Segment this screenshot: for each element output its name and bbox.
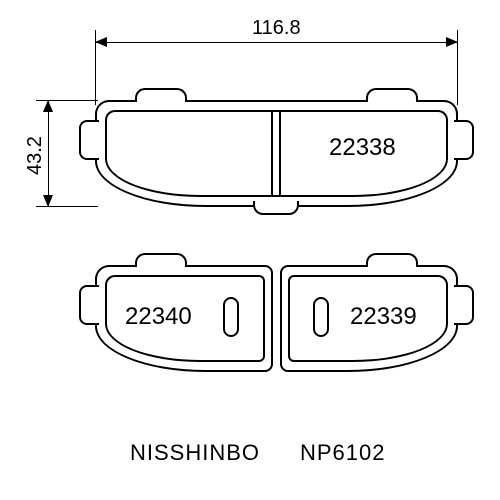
top-pad-inner	[105, 110, 448, 197]
height-dim-line	[48, 100, 49, 207]
bottom-pad: 22340 22339	[95, 265, 458, 372]
width-dim-line	[95, 42, 458, 43]
bottom-right-part-number: 22339	[350, 303, 417, 331]
drawing-canvas: 116.8 43.2 22338	[0, 0, 500, 500]
brand-label: NISSHINBO	[130, 440, 260, 466]
bottom-right-slot	[313, 297, 329, 337]
bottom-pad-tab-r	[366, 253, 418, 267]
top-pad-part-number: 22338	[329, 134, 396, 162]
top-pad-groove-2	[279, 110, 281, 197]
top-pad-tab-l	[135, 88, 187, 102]
top-pad-bottom-notch	[253, 201, 299, 215]
bottom-pad-ear-l	[79, 285, 99, 325]
code-label: NP6102	[300, 440, 386, 466]
top-pad-tab-r	[366, 88, 418, 102]
bottom-pad-tab-l	[135, 253, 187, 267]
height-arrow-up	[43, 100, 53, 112]
height-arrow-down	[43, 195, 53, 207]
top-pad-groove-1	[271, 110, 273, 197]
bottom-left-slot	[223, 297, 239, 337]
height-dim-label: 43.2	[24, 136, 47, 175]
width-dim-label: 116.8	[252, 17, 301, 40]
width-arrow-left	[95, 37, 107, 47]
top-pad-ear-r	[454, 120, 474, 160]
bottom-pad-ear-r	[454, 285, 474, 325]
top-pad: 22338	[95, 100, 458, 207]
width-arrow-right	[446, 37, 458, 47]
bottom-left-part-number: 22340	[125, 303, 192, 331]
top-pad-ear-l	[79, 120, 99, 160]
